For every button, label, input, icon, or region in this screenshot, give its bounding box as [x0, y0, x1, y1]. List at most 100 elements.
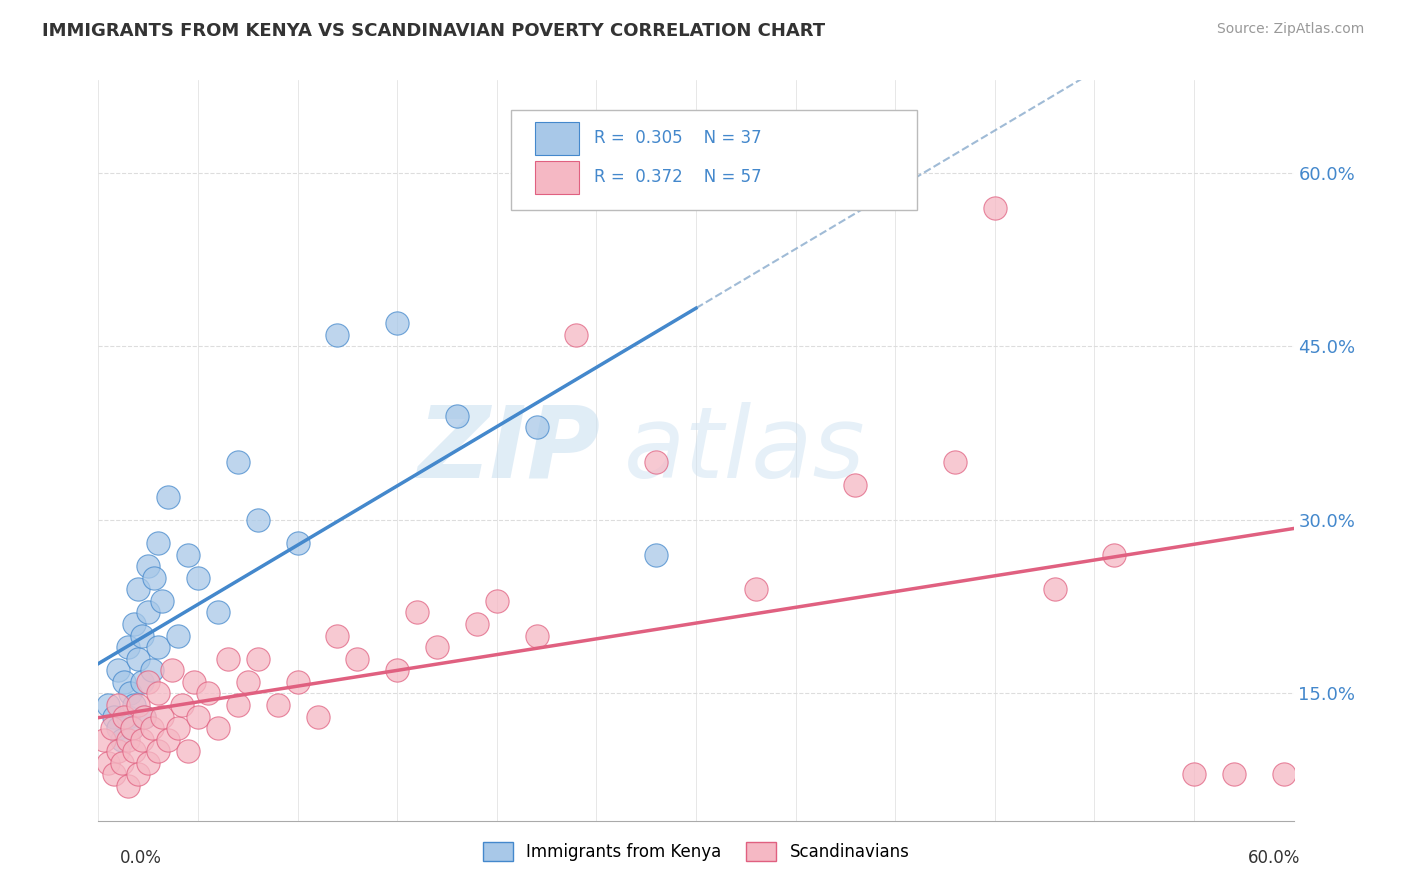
Point: [326, 327, 349, 342]
Point: [236, 674, 259, 689]
Point: [103, 767, 125, 781]
Point: [426, 640, 449, 654]
Point: [645, 548, 668, 562]
Point: [172, 698, 194, 712]
Point: [93, 732, 115, 747]
Text: Source: ZipAtlas.com: Source: ZipAtlas.com: [1216, 22, 1364, 37]
Point: [117, 709, 139, 723]
Point: [157, 732, 180, 747]
Point: [121, 721, 143, 735]
Point: [124, 698, 146, 712]
Point: [127, 651, 149, 665]
Point: [267, 698, 290, 712]
Point: [565, 327, 588, 342]
Point: [112, 674, 135, 689]
Point: [107, 663, 129, 677]
Point: [101, 721, 124, 735]
Text: ZIP: ZIP: [418, 402, 600, 499]
Text: 60.0%: 60.0%: [1249, 849, 1301, 867]
Text: IMMIGRANTS FROM KENYA VS SCANDINAVIAN POVERTY CORRELATION CHART: IMMIGRANTS FROM KENYA VS SCANDINAVIAN PO…: [42, 22, 825, 40]
Point: [117, 732, 139, 747]
Point: [207, 606, 229, 620]
Point: [127, 767, 149, 781]
Point: [143, 571, 166, 585]
Point: [1043, 582, 1066, 597]
Point: [148, 536, 170, 550]
Point: [526, 628, 548, 642]
Point: [148, 686, 170, 700]
FancyBboxPatch shape: [510, 110, 917, 210]
Text: 0.0%: 0.0%: [120, 849, 162, 867]
Point: [136, 606, 159, 620]
Point: [103, 709, 125, 723]
Point: [346, 651, 368, 665]
Point: [177, 548, 200, 562]
Point: [526, 420, 548, 434]
Point: [287, 536, 309, 550]
Point: [134, 709, 156, 723]
Point: [131, 732, 153, 747]
Point: [107, 721, 129, 735]
Point: [844, 478, 866, 492]
Point: [136, 674, 159, 689]
Point: [148, 744, 170, 758]
Point: [136, 559, 159, 574]
Point: [117, 779, 139, 793]
Point: [943, 455, 966, 469]
Point: [187, 571, 209, 585]
Point: [326, 628, 349, 642]
Point: [127, 582, 149, 597]
Point: [217, 651, 239, 665]
Point: [121, 721, 143, 735]
Point: [1104, 548, 1126, 562]
FancyBboxPatch shape: [534, 122, 579, 154]
Point: [1223, 767, 1246, 781]
Point: [111, 732, 134, 747]
Point: [465, 617, 488, 632]
Point: [385, 316, 409, 330]
Point: [134, 709, 156, 723]
Point: [160, 663, 183, 677]
Text: R =  0.305    N = 37: R = 0.305 N = 37: [595, 129, 762, 147]
Point: [112, 709, 135, 723]
Point: [183, 674, 205, 689]
Point: [1272, 767, 1295, 781]
Point: [124, 617, 146, 632]
Point: [124, 744, 146, 758]
Point: [406, 606, 429, 620]
Point: [141, 721, 163, 735]
Point: [645, 455, 668, 469]
Point: [167, 628, 190, 642]
Point: [226, 455, 249, 469]
Point: [131, 674, 153, 689]
Text: atlas: atlas: [624, 402, 866, 499]
Point: [167, 721, 190, 735]
Point: [97, 698, 120, 712]
Point: [136, 756, 159, 770]
Point: [287, 674, 309, 689]
Legend: Immigrants from Kenya, Scandinavians: Immigrants from Kenya, Scandinavians: [475, 835, 917, 868]
Point: [111, 756, 134, 770]
Point: [446, 409, 468, 423]
Point: [307, 709, 329, 723]
Point: [197, 686, 219, 700]
Point: [226, 698, 249, 712]
Point: [120, 686, 142, 700]
FancyBboxPatch shape: [534, 161, 579, 194]
Point: [148, 640, 170, 654]
Point: [745, 582, 768, 597]
Text: R =  0.372    N = 57: R = 0.372 N = 57: [595, 169, 762, 186]
Point: [1182, 767, 1205, 781]
Point: [246, 651, 269, 665]
Point: [131, 628, 153, 642]
Point: [117, 640, 139, 654]
Point: [177, 744, 200, 758]
Point: [385, 663, 409, 677]
Point: [984, 201, 1007, 215]
Point: [127, 698, 149, 712]
Point: [97, 756, 120, 770]
Point: [150, 594, 173, 608]
Point: [207, 721, 229, 735]
Point: [246, 513, 269, 527]
Point: [485, 594, 508, 608]
